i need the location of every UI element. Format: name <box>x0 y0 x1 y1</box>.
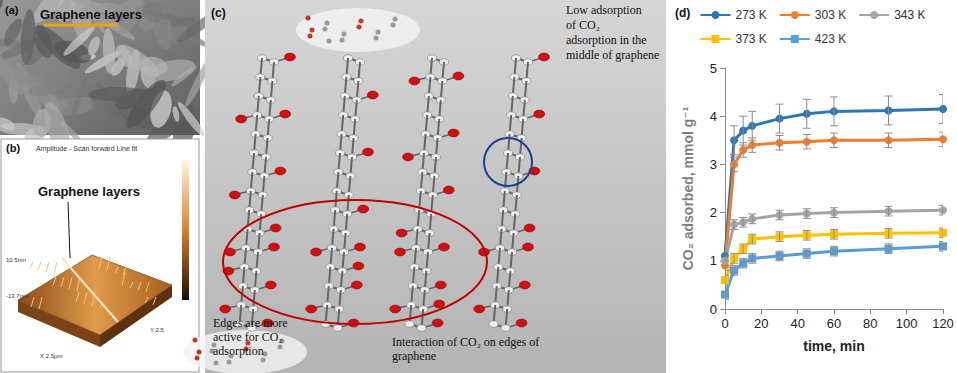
svg-text:2: 2 <box>710 205 717 220</box>
svg-text:303 K: 303 K <box>815 8 846 22</box>
svg-text:4: 4 <box>710 109 717 124</box>
svg-text:40: 40 <box>790 316 804 331</box>
svg-text:60: 60 <box>827 316 841 331</box>
svg-text:0: 0 <box>710 302 717 317</box>
svg-text:Graphene layers: Graphene layers <box>40 7 142 22</box>
svg-text:20: 20 <box>754 316 768 331</box>
svg-text:X 2.5µm: X 2.5µm <box>40 353 62 359</box>
svg-text:5: 5 <box>710 61 717 76</box>
svg-text:Amplitude - Scan forward Li: Amplitude - Scan forward Line fit <box>36 145 137 153</box>
svg-text:100: 100 <box>896 316 918 331</box>
svg-text:10.5nm: 10.5nm <box>6 257 26 263</box>
svg-text:Low adsorption: Low adsorption <box>566 3 642 17</box>
svg-text:adsorption: adsorption <box>213 344 264 358</box>
svg-text:(c): (c) <box>211 6 226 20</box>
svg-text:time, min: time, min <box>803 338 864 354</box>
svg-text:middle of graphene: middle of graphene <box>566 48 659 62</box>
svg-text:3: 3 <box>710 157 717 172</box>
svg-text:Interaction of CO₂ on edges of: Interaction of CO₂ on edges of <box>392 335 539 349</box>
svg-text:343 K: 343 K <box>894 8 925 22</box>
svg-text:Graphene layers: Graphene layers <box>38 184 140 199</box>
svg-text:373 K: 373 K <box>735 32 766 46</box>
svg-text:80: 80 <box>863 316 877 331</box>
svg-text:Edges are more: Edges are more <box>213 316 288 330</box>
svg-text:Y 2.5: Y 2.5 <box>150 327 165 333</box>
svg-text:-13.7nm: -13.7nm <box>6 293 28 299</box>
svg-text:423 K: 423 K <box>815 32 846 46</box>
svg-text:120: 120 <box>932 316 954 331</box>
svg-text:adsorption in the: adsorption in the <box>566 33 647 47</box>
svg-text:graphene: graphene <box>392 349 436 363</box>
svg-text:CO₂ adsorbed, mmol g⁻¹: CO₂ adsorbed, mmol g⁻¹ <box>680 106 696 270</box>
svg-text:1: 1 <box>710 253 717 268</box>
svg-text:0: 0 <box>721 316 728 331</box>
svg-text:active for CO₂: active for CO₂ <box>213 330 283 344</box>
svg-text:(b): (b) <box>6 142 20 154</box>
svg-text:(d): (d) <box>675 6 690 20</box>
svg-text:273 K: 273 K <box>735 8 766 22</box>
svg-text:(a): (a) <box>5 4 19 16</box>
svg-text:of CO₂: of CO₂ <box>566 18 600 32</box>
